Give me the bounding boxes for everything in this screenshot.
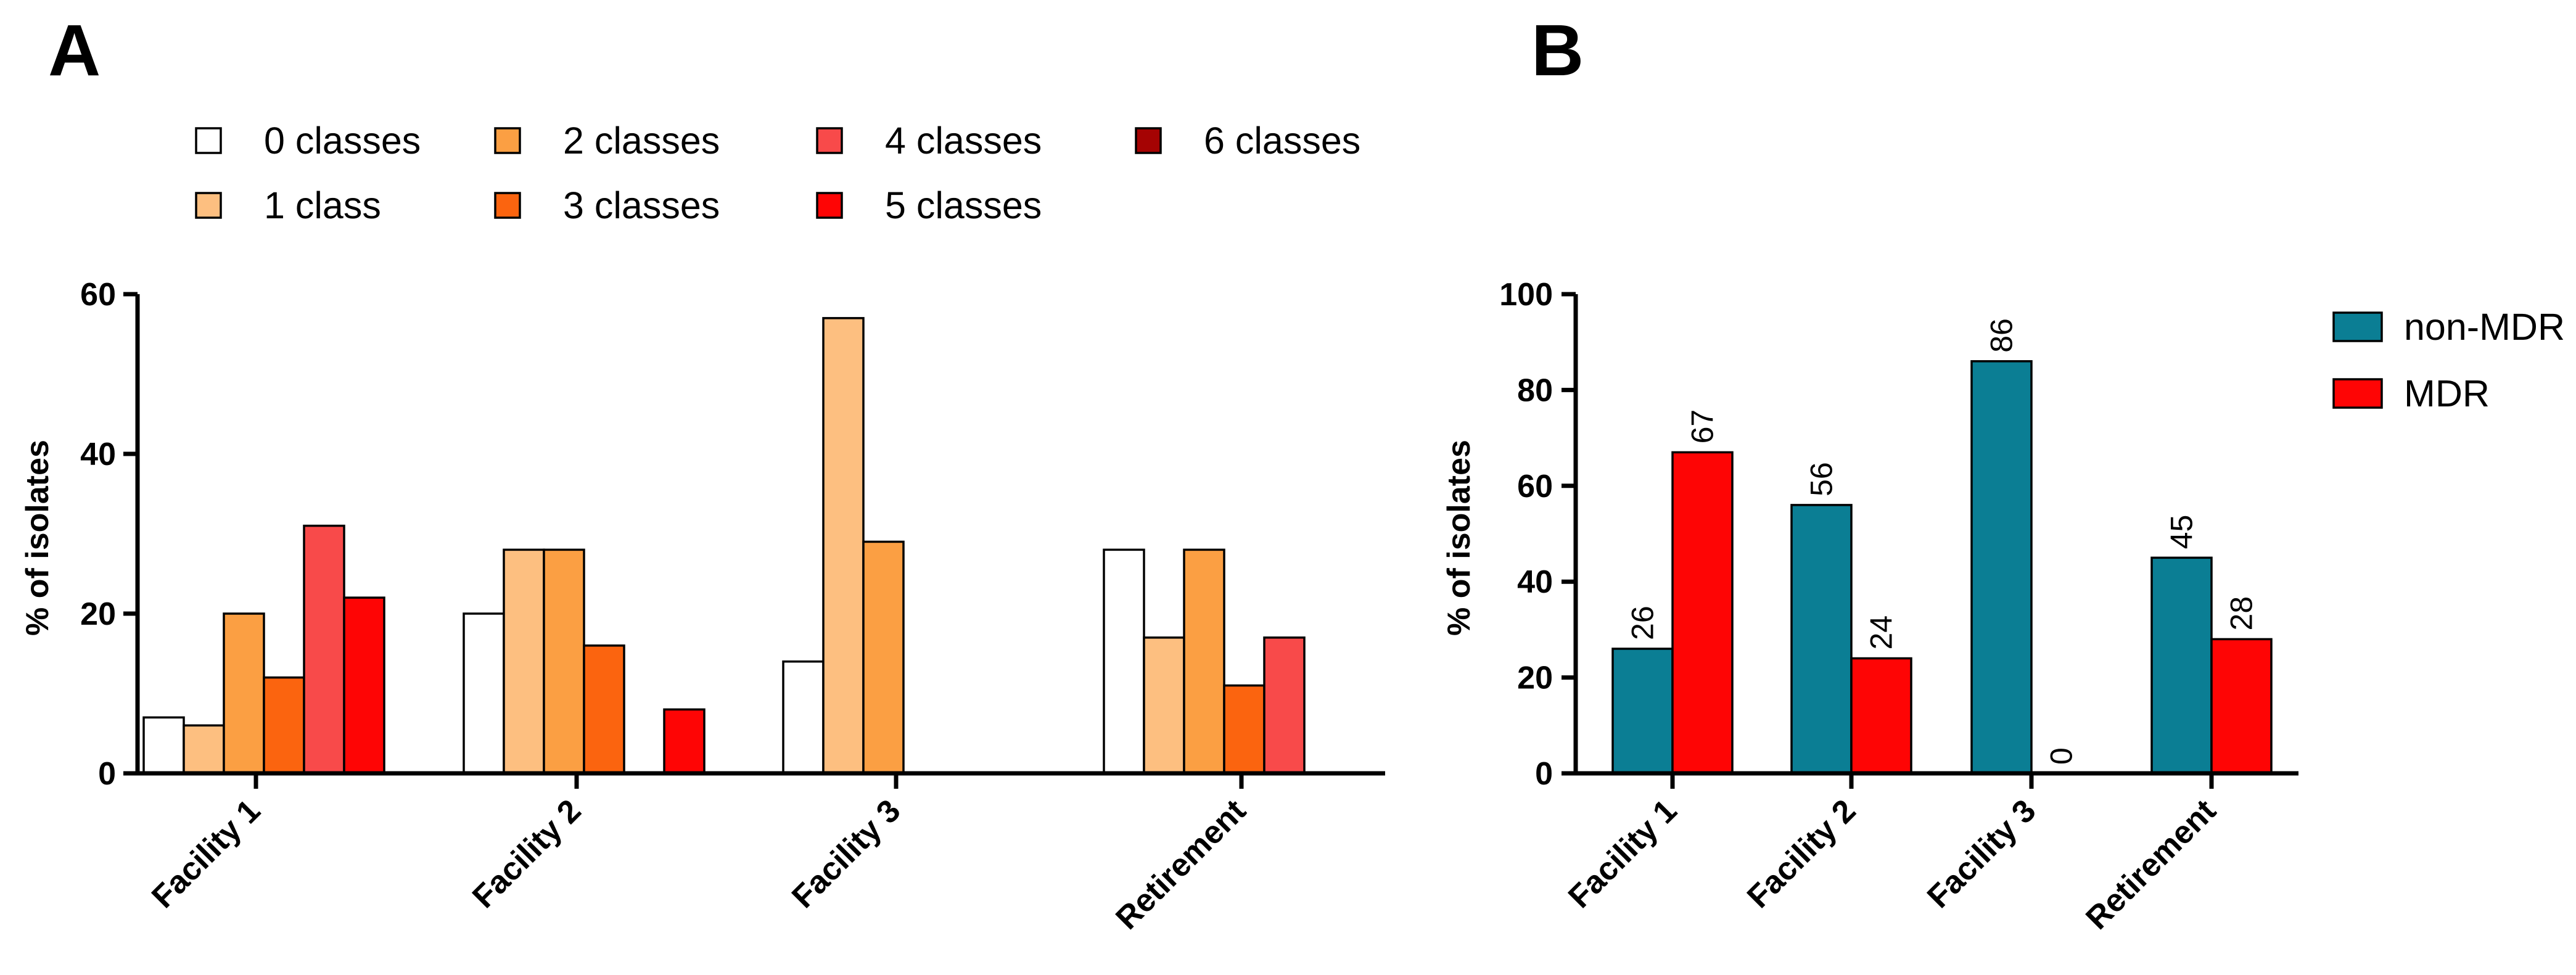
panel-b-legend-swatch-mdr — [2332, 378, 2383, 409]
panel-a-bar-facility-1-3-classes — [263, 676, 305, 775]
panel-a-bars — [142, 317, 1306, 775]
panel-b-value-label-facility-1-non-mdr: 26 — [1626, 606, 1660, 640]
panel-a-bar-facility-2-3-classes — [583, 644, 625, 775]
panel-a-bar-facility-1-4-classes — [303, 524, 345, 775]
panel-a-bar-facility-2-2-classes — [543, 548, 585, 775]
panel-a-y-tick-label: 40 — [80, 437, 116, 472]
panel-b-x-label-facility-3: Facility 3 — [1920, 792, 2043, 915]
panel-b-legend-label-mdr: MDR — [2404, 372, 2490, 414]
panel-b-y-tick-label: 0 — [1535, 756, 1553, 792]
panel-a-legend-label-0-classes: 0 classes — [264, 120, 421, 162]
panel-a: A 0 classes 1 class 2 classes 3 classes 4 cl… — [20, 10, 1385, 937]
panel-a-legend-label-3-classes: 3 classes — [563, 184, 720, 226]
panel-a-letter: A — [48, 10, 101, 91]
panel-a-legend-label-5-classes: 5 classes — [885, 184, 1042, 226]
panel-a-bar-facility-1-0-classes — [142, 716, 185, 775]
panel-a-bar-facility-3-1-class — [822, 317, 865, 775]
panel-b-x-label-retirement: Retirement — [2079, 792, 2223, 936]
panel-b-y-tick-label: 60 — [1517, 469, 1553, 504]
panel-a-x-label-facility-3: Facility 3 — [785, 792, 907, 915]
panel-b-bar-retirement-mdr — [2210, 638, 2273, 775]
panel-a-bar-retirement-3-classes — [1223, 684, 1265, 775]
panel-b-bar-facility-3-non-mdr — [1970, 360, 2033, 775]
panel-b-y-axis-title: % of isolates — [1441, 440, 1477, 636]
panel-a-legend-label-6-classes: 6 classes — [1204, 120, 1360, 162]
panel-a-x-categories: Facility 1 Facility 2 Facility 3 Retirement — [145, 773, 1253, 937]
panel-b-value-label-facility-3-non-mdr: 86 — [1985, 318, 2019, 353]
panel-a-legend-swatch-1-class — [195, 192, 222, 219]
panel-a-x-label-facility-2: Facility 2 — [466, 792, 588, 915]
panel-b-y-tick-label: 20 — [1517, 660, 1553, 696]
panel-b-value-label-facility-1-mdr: 67 — [1685, 409, 1720, 444]
panel-b-bar-retirement-non-mdr — [2150, 556, 2213, 775]
panel-a-bar-retirement-4-classes — [1263, 636, 1306, 775]
panel-b-value-label-retirement-mdr: 28 — [2224, 596, 2259, 631]
panel-a-legend-swatch-3-classes — [494, 192, 521, 219]
panel-a-y-tick-label: 20 — [80, 596, 116, 632]
panel-a-y-tick-label: 60 — [80, 277, 116, 313]
panel-a-bar-facility-3-0-classes — [782, 660, 825, 775]
panel-b-bar-facility-2-mdr — [1850, 657, 1912, 775]
panel-b: B % of isolates 0 20 40 60 80 100 26 67 56 24 86 0… — [1441, 10, 2565, 937]
panel-b-value-label-facility-2-mdr: 24 — [1864, 615, 1899, 650]
panel-b-x-label-facility-1: Facility 1 — [1562, 792, 1684, 915]
panel-a-legend-swatch-0-classes — [195, 127, 222, 154]
panel-b-legend-swatch-non-mdr — [2332, 311, 2383, 342]
panel-a-y-ticks: 0 20 40 60 — [80, 277, 138, 792]
panel-a-legend-swatch-4-classes — [816, 127, 843, 154]
panel-a-y-tick-label: 0 — [98, 756, 116, 792]
panel-a-bar-facility-2-1-class — [503, 548, 545, 775]
panel-a-legend-label-1-class: 1 class — [264, 184, 381, 226]
panel-a-legend-label-4-classes: 4 classes — [885, 120, 1042, 162]
panel-a-bar-facility-1-5-classes — [343, 596, 385, 775]
panel-b-y-tick-label: 80 — [1517, 372, 1553, 408]
panel-a-y-axis-title: % of isolates — [20, 440, 56, 636]
panel-a-legend-label-2-classes: 2 classes — [563, 120, 720, 162]
panel-a-legend: 0 classes 1 class 2 classes 3 classes 4 clas… — [195, 120, 1360, 226]
panel-b-legend: non-MDR MDR — [2332, 306, 2565, 414]
panel-a-x-label-facility-1: Facility 1 — [145, 792, 267, 915]
panel-a-bar-retirement-1-class — [1143, 636, 1185, 775]
panel-a-bar-facility-1-2-classes — [223, 612, 265, 775]
panel-a-x-label-retirement: Retirement — [1109, 792, 1253, 936]
panel-b-value-label-facility-3-mdr: 0 — [2044, 747, 2079, 765]
panel-b-letter: B — [1531, 10, 1584, 91]
panel-a-legend-swatch-2-classes — [494, 127, 521, 154]
panel-b-y-tick-label: 40 — [1517, 564, 1553, 600]
panel-b-x-categories: Facility 1 Facility 2 Facility 3 Retirement — [1562, 773, 2223, 937]
panel-a-bar-facility-2-5-classes — [663, 708, 706, 775]
panel-b-legend-label-non-mdr: non-MDR — [2404, 306, 2565, 348]
panel-b-bar-facility-1-mdr — [1671, 451, 1734, 775]
panel-a-legend-swatch-5-classes — [816, 192, 843, 219]
panel-b-bars: 26 67 56 24 86 0 45 28 — [1611, 318, 2273, 775]
panel-a-bar-retirement-2-classes — [1183, 548, 1225, 775]
panel-b-bar-facility-2-non-mdr — [1790, 504, 1853, 775]
panel-a-bar-facility-1-1-class — [183, 724, 225, 775]
panel-b-value-label-retirement-non-mdr: 45 — [2165, 515, 2199, 549]
panel-b-bar-facility-1-non-mdr — [1611, 648, 1674, 775]
panel-a-bar-facility-2-0-classes — [463, 612, 505, 775]
panel-a-bar-facility-3-2-classes — [862, 540, 905, 775]
panel-a-bar-retirement-0-classes — [1103, 548, 1145, 775]
panel-b-value-label-facility-2-non-mdr: 56 — [1804, 462, 1839, 496]
panel-a-legend-swatch-6-classes — [1135, 127, 1162, 154]
panel-b-y-tick-label: 100 — [1499, 277, 1553, 313]
panel-b-y-ticks: 0 20 40 60 80 100 — [1499, 277, 1576, 792]
panel-b-x-label-facility-2: Facility 2 — [1740, 792, 1862, 915]
